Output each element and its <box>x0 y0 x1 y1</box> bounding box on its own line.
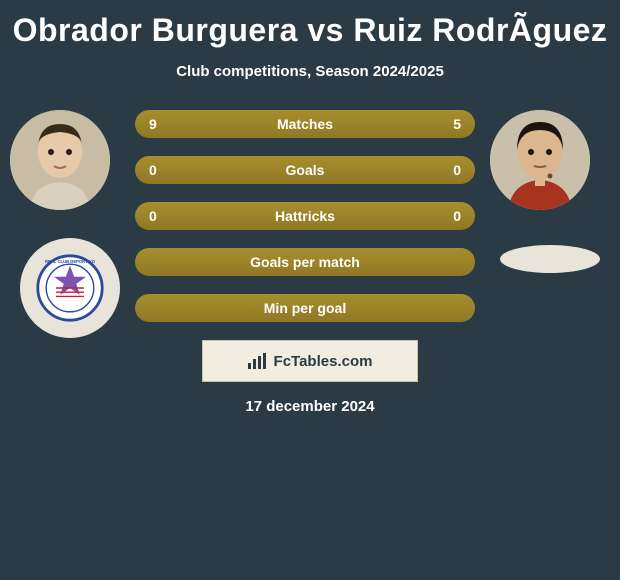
date-text: 17 december 2024 <box>0 398 620 415</box>
player-avatar-icon <box>490 110 590 210</box>
player-left-avatar <box>10 110 110 210</box>
player-avatar-icon <box>10 110 110 210</box>
stat-bar-min-per-goal: Min per goal <box>135 294 475 322</box>
club-crest-icon: REAL CLUB DEPORTIVO <box>35 253 105 323</box>
stat-label: Goals per match <box>250 254 360 270</box>
page-title: Obrador Burguera vs Ruiz RodrÃ­guez <box>0 0 620 49</box>
player-right-avatar <box>490 110 590 210</box>
comparison-panel: REAL CLUB DEPORTIVO 9 Matches 5 0 Goals … <box>0 110 620 415</box>
watermark-text: FcTables.com <box>274 353 373 370</box>
stat-label: Min per goal <box>264 300 346 316</box>
stat-left-value: 0 <box>149 208 157 224</box>
svg-text:REAL CLUB DEPORTIVO: REAL CLUB DEPORTIVO <box>45 259 96 264</box>
stat-left-value: 9 <box>149 116 157 132</box>
stat-bar-goals-per-match: Goals per match <box>135 248 475 276</box>
stat-left-value: 0 <box>149 162 157 178</box>
stat-label: Matches <box>277 116 333 132</box>
stats-bars: 9 Matches 5 0 Goals 0 0 Hattricks 0 Goal… <box>135 110 475 322</box>
watermark: FcTables.com <box>202 340 418 382</box>
stat-right-value: 0 <box>453 162 461 178</box>
club-left-badge: REAL CLUB DEPORTIVO <box>20 238 120 338</box>
stat-right-value: 5 <box>453 116 461 132</box>
stat-bar-goals: 0 Goals 0 <box>135 156 475 184</box>
bar-chart-icon <box>248 353 268 369</box>
stat-bar-matches: 9 Matches 5 <box>135 110 475 138</box>
stat-bar-hattricks: 0 Hattricks 0 <box>135 202 475 230</box>
stat-label: Goals <box>286 162 325 178</box>
subtitle: Club competitions, Season 2024/2025 <box>0 63 620 80</box>
stat-label: Hattricks <box>275 208 335 224</box>
club-right-placeholder <box>500 245 600 273</box>
stat-right-value: 0 <box>453 208 461 224</box>
